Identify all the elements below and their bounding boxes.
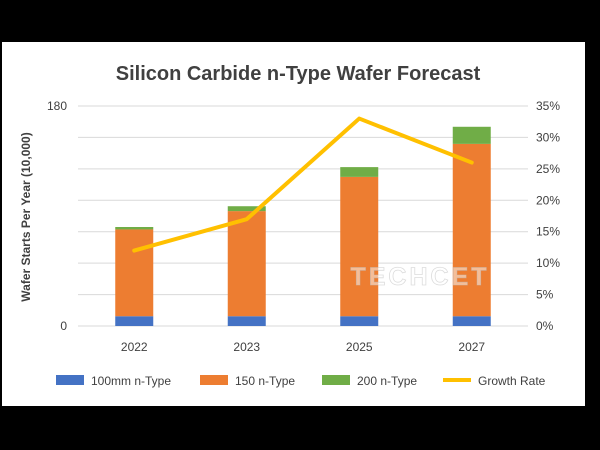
y2-tick-label: 5% (536, 288, 554, 302)
bar-200-n-type-2022 (115, 227, 154, 230)
x-tick-label: 2027 (458, 340, 485, 354)
y2-tick-label: 15% (536, 225, 560, 239)
y2-tick-label: 35% (536, 99, 560, 113)
bar-150-n-type-2027 (452, 143, 491, 317)
y2-tick-label: 25% (536, 162, 560, 176)
growth-rate-line (132, 116, 474, 253)
y2-tick-label: 10% (536, 256, 560, 270)
x-tick-label: 2025 (346, 340, 373, 354)
legend-100mm-n-type-swatch (56, 375, 84, 385)
y2-tick-label: 30% (536, 130, 560, 144)
y2-tick-label: 0% (536, 319, 554, 333)
bar-150-n-type-2025 (340, 176, 379, 317)
bar-150-n-type-2022 (115, 229, 154, 317)
bar-150-n-type-2023 (227, 211, 266, 317)
legend-200-n-type-swatch (322, 375, 350, 385)
y-tick-label: 180 (47, 99, 67, 113)
x-tick-label: 2022 (121, 340, 148, 354)
bar-100mm-n-type-2023 (227, 316, 266, 326)
bar-100mm-n-type-2022 (115, 316, 154, 326)
legend-150-n-type-label: 150 n-Type (235, 374, 295, 388)
bar-100mm-n-type-2027 (452, 316, 491, 326)
y-tick-label: 0 (60, 319, 67, 333)
legend-150-n-type-swatch (200, 375, 228, 385)
chart-title: Silicon Carbide n-Type Wafer Forecast (116, 63, 481, 85)
legend-growth-rate-label: Growth Rate (478, 374, 546, 388)
x-tick-label: 2023 (233, 340, 260, 354)
chart: Silicon Carbide n-Type Wafer Forecast TE… (19, 63, 560, 388)
legend-100mm-n-type-label: 100mm n-Type (91, 374, 171, 388)
bar-series (115, 126, 491, 326)
watermark: TECHCET (350, 263, 489, 291)
y-axis-label: Wafer Starts Per Year (10,000) (19, 132, 33, 301)
legend-200-n-type-label: 200 n-Type (357, 374, 417, 388)
x-axis-ticks: 2022 2023 2025 2027 (121, 340, 486, 354)
bar-200-n-type-2025 (340, 167, 379, 177)
y2-tick-label: 20% (536, 193, 560, 207)
bar-200-n-type-2027 (452, 126, 491, 144)
chart-card: Silicon Carbide n-Type Wafer Forecast TE… (2, 42, 585, 406)
legend: 100mm n-Type 150 n-Type 200 n-Type Growth R… (56, 374, 546, 388)
y2-axis-ticks: 0% 5% 10% 15% 20% 25% 30% 35% (536, 99, 560, 333)
bar-200-n-type-2023 (227, 206, 266, 212)
growth-rate-polyline (132, 116, 474, 253)
bar-100mm-n-type-2025 (340, 316, 379, 326)
